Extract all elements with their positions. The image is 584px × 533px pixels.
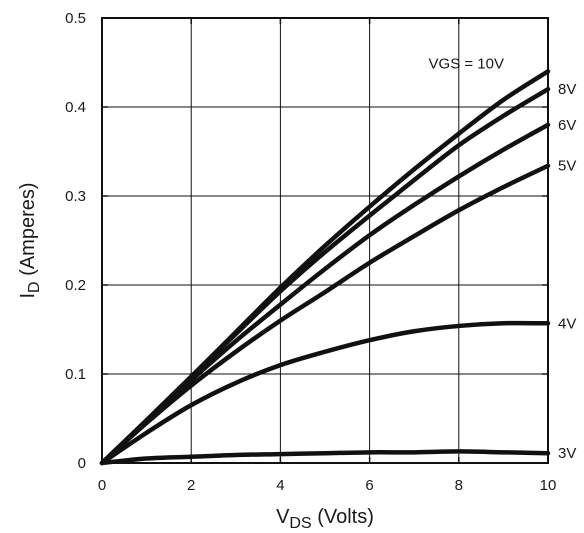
x-tick-label: 8 [455, 477, 463, 494]
series-line-5 [99, 449, 551, 466]
y-axis-title-suffix: (Amperes) [17, 182, 39, 281]
plot-frame [101, 17, 549, 464]
x-axis-title-suffix: (Volts) [312, 506, 374, 528]
y-tick-label: 0.2 [65, 277, 86, 294]
y-axis-title-subscript: D [26, 281, 43, 293]
y-tick-label: 0 [78, 455, 86, 472]
x-axis-title: VDS (Volts) [276, 506, 374, 532]
series-label: 4V [558, 315, 576, 332]
series-label: 8V [558, 81, 576, 98]
x-tick-label: 6 [365, 477, 373, 494]
series-line-4 [99, 320, 551, 466]
y-tick-label: 0.3 [65, 188, 86, 205]
y-tick-label: 0.1 [65, 366, 86, 383]
x-tick-label: 0 [98, 477, 106, 494]
y-axis-title: ID (Amperes) [17, 182, 43, 298]
x-tick-label: 2 [187, 477, 195, 494]
series-line-3 [99, 163, 551, 466]
x-tick-label: 4 [276, 477, 284, 494]
series-label: 5V [558, 158, 576, 175]
series-label: 6V [558, 117, 576, 134]
y-tick-label: 0.4 [65, 99, 86, 116]
series-line-2 [99, 122, 551, 466]
x-tick-label: 10 [540, 477, 557, 494]
x-axis-title-subscript: DS [289, 515, 311, 532]
x-axis-title-main: V [276, 506, 290, 528]
series-labels: VGS = 10V 8V 6V 5V 4V 3V [429, 55, 577, 462]
series-line-1 [99, 86, 551, 466]
grid [102, 18, 548, 463]
series-group [99, 69, 551, 466]
y-tick-label: 0.5 [65, 10, 86, 27]
series-label: VGS = 10V [429, 55, 504, 72]
series-label: 3V [558, 445, 576, 462]
y-axis-title-main: I [17, 293, 39, 299]
axis-ticks: 0 2 4 6 8 10 0 0.1 0.2 0.3 0.4 0.5 [65, 10, 556, 494]
